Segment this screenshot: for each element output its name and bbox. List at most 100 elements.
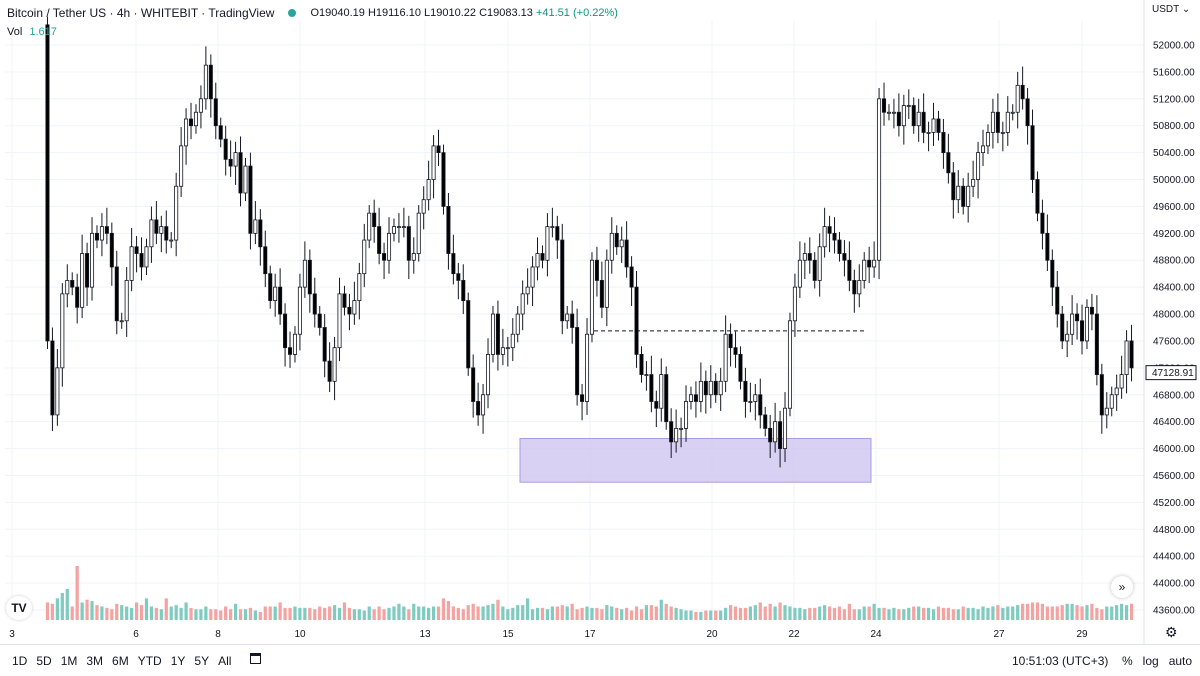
candle-body[interactable] [213,98,218,127]
candle-body[interactable] [283,313,288,349]
candle-body[interactable] [718,380,723,396]
candle-body[interactable] [169,239,174,242]
candle-body[interactable] [550,226,555,229]
range-button-1y[interactable]: 1Y [170,654,186,668]
candle-body[interactable] [104,226,109,234]
candle-body[interactable] [525,286,530,295]
candle-body[interactable] [302,259,307,288]
candle-body[interactable] [85,253,90,288]
candle-body[interactable] [65,280,70,295]
candle-body[interactable] [604,259,609,308]
candle-body[interactable] [817,246,822,281]
scroll-to-realtime-button[interactable]: » [1111,576,1133,598]
candle-body[interactable] [322,327,327,362]
candle-body[interactable] [936,118,941,133]
candle-body[interactable] [273,286,278,301]
range-button-3m[interactable]: 3M [86,654,104,668]
candle-body[interactable] [896,111,901,127]
gear-icon[interactable]: ⚙ [1165,624,1178,640]
candle-body[interactable] [585,333,590,402]
candle-body[interactable] [1050,259,1055,288]
candle-body[interactable] [387,232,392,261]
candle-body[interactable] [50,340,55,416]
candle-body[interactable] [208,64,213,100]
candle-body[interactable] [1089,306,1094,315]
candle-body[interactable] [891,111,896,114]
candle-body[interactable] [391,226,396,234]
candle-body[interactable] [847,259,852,281]
candle-body[interactable] [164,226,169,241]
candle-body[interactable] [916,111,921,127]
candle-body[interactable] [288,347,293,355]
candle-body[interactable] [679,427,684,430]
candle-body[interactable] [451,253,456,275]
candle-body[interactable] [797,259,802,288]
candle-body[interactable] [1000,132,1005,134]
candle-body[interactable] [1114,387,1119,396]
candle-body[interactable] [565,313,570,322]
candle-body[interactable] [723,333,728,382]
candle-body[interactable] [768,427,773,443]
candle-body[interactable] [807,253,812,261]
candle-body[interactable] [728,333,733,349]
candle-body[interactable] [792,286,797,322]
candle-body[interactable] [337,293,342,349]
candle-body[interactable] [995,111,1000,133]
candle-body[interactable] [822,226,827,248]
candle-body[interactable] [124,280,129,322]
candle-body[interactable] [990,111,995,133]
candle-body[interactable] [1030,125,1035,180]
candle-body[interactable] [55,367,60,416]
candle-body[interactable] [624,239,629,268]
candle-body[interactable] [342,293,347,308]
candle-body[interactable] [238,152,243,194]
calendar-icon[interactable] [250,653,261,664]
candle-body[interactable] [520,293,525,315]
candle-body[interactable] [317,313,322,328]
candle-body[interactable] [367,212,372,241]
candle-body[interactable] [347,306,352,315]
candle-body[interactable] [223,138,228,160]
candle-body[interactable] [401,226,406,229]
candle-body[interactable] [981,145,986,154]
candle-body[interactable] [708,380,713,396]
candle-body[interactable] [693,394,698,402]
candle-body[interactable] [436,145,441,154]
candle-body[interactable] [75,286,80,308]
candle-body[interactable] [149,219,154,248]
candle-body[interactable] [476,401,481,416]
candle-body[interactable] [956,185,961,201]
candle-body[interactable] [599,280,604,308]
candle-body[interactable] [312,293,317,315]
candle-body[interactable] [985,132,990,147]
candle-body[interactable] [129,246,134,281]
candle-body[interactable] [688,394,693,402]
candle-body[interactable] [852,280,857,295]
candle-body[interactable] [1094,313,1099,375]
candle-body[interactable] [109,232,114,268]
candle-body[interactable] [184,118,189,147]
candle-body[interactable] [634,286,639,355]
candle-body[interactable] [94,232,99,241]
candle-body[interactable] [406,226,411,261]
candle-body[interactable] [654,401,659,409]
candle-body[interactable] [263,246,268,275]
clock-display[interactable]: 10:51:03 (UTC+3) [1012,654,1109,668]
candle-body[interactable] [411,253,416,261]
candle-body[interactable] [733,347,738,355]
auto-toggle[interactable]: auto [1168,654,1193,668]
candle-body[interactable] [882,98,887,113]
candle-body[interactable] [946,152,951,174]
candle-body[interactable] [857,280,862,295]
candle-body[interactable] [139,253,144,268]
candle-body[interactable] [1065,333,1070,342]
candle-body[interactable] [971,179,976,187]
candle-body[interactable] [649,374,654,402]
candle-body[interactable] [684,401,689,429]
candle-body[interactable] [505,347,510,350]
candle-body[interactable] [570,313,575,328]
range-button-5y[interactable]: 5Y [194,654,210,668]
candle-body[interactable] [486,354,491,396]
candle-body[interactable] [1040,212,1045,234]
candle-body[interactable] [258,219,263,248]
